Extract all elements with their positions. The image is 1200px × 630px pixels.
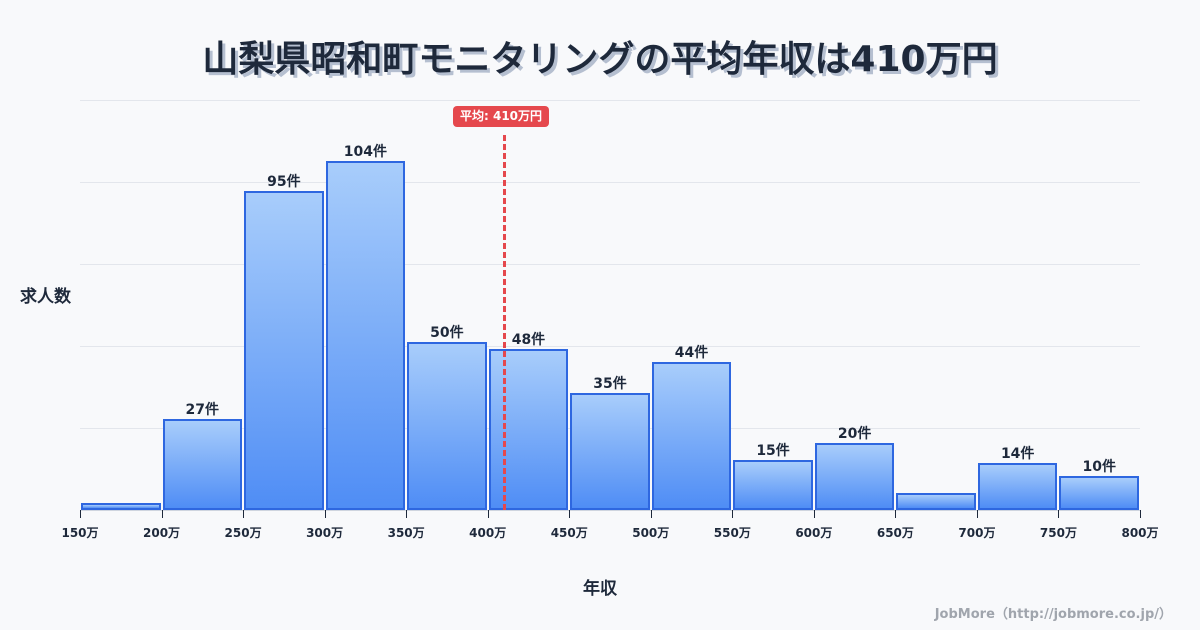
gridline xyxy=(80,182,1140,183)
x-tick-label: 550万 xyxy=(713,526,751,540)
histogram-bar xyxy=(1059,476,1139,510)
gridline xyxy=(80,346,1140,347)
histogram-bar xyxy=(81,503,161,510)
bar-value-label: 104件 xyxy=(343,143,387,160)
plot-area: 27件 95件 104件 50件 48件 35件 44件 15件 20件 14件 10件 xyxy=(80,100,1140,511)
x-tick xyxy=(732,510,734,518)
histogram-bar xyxy=(325,160,406,510)
x-tick-label: 300万 xyxy=(306,526,344,540)
histogram-bar xyxy=(733,459,813,510)
credit-text: JobMore（http://jobmore.co.jp/） xyxy=(934,607,1172,622)
x-tick xyxy=(813,510,815,518)
mean-line xyxy=(503,135,506,510)
histogram-bar xyxy=(488,348,569,510)
mean-badge: 平均: 410万円 xyxy=(453,106,550,127)
x-tick xyxy=(1140,510,1141,518)
bar-value-label: 27件 xyxy=(185,402,220,419)
y-axis-label: 求人数 xyxy=(20,287,71,307)
x-tick xyxy=(406,510,408,518)
x-tick-label: 250万 xyxy=(224,526,262,540)
gridline xyxy=(80,264,1140,265)
x-tick xyxy=(650,510,652,518)
bar-value-label: 10件 xyxy=(1082,459,1116,476)
histogram-bar xyxy=(651,362,732,510)
histogram-bar xyxy=(162,419,243,510)
x-tick-label: 400万 xyxy=(469,526,507,540)
x-tick-label: 700万 xyxy=(958,526,996,540)
x-tick xyxy=(569,510,571,518)
bar-value-label: 20件 xyxy=(837,425,872,442)
bar-value-label: 95件 xyxy=(267,174,301,191)
gridline xyxy=(80,100,1140,101)
x-tick xyxy=(161,510,163,518)
bar-value-label: 15件 xyxy=(756,442,790,459)
x-tick-label: 650万 xyxy=(876,526,914,540)
x-tick-label: 350万 xyxy=(387,526,425,540)
bar-value-label: 48件 xyxy=(511,331,546,348)
histogram-bar xyxy=(244,191,324,510)
chart-title: 山梨県昭和町モニタリングの平均年収は410万円 xyxy=(202,39,998,80)
histogram-bar xyxy=(407,342,487,510)
x-tick xyxy=(976,510,978,518)
x-tick xyxy=(487,510,489,518)
x-tick-label: 150万 xyxy=(61,526,99,540)
x-tick xyxy=(80,510,81,518)
x-tick xyxy=(243,510,245,518)
x-tick xyxy=(895,510,897,518)
x-tick-label: 800万 xyxy=(1121,526,1159,540)
histogram-bar xyxy=(896,493,976,510)
bar-value-label: 44件 xyxy=(674,345,709,362)
x-axis-label: 年収 xyxy=(583,579,617,599)
bar-value-label: 50件 xyxy=(430,325,464,342)
x-tick-label: 600万 xyxy=(795,526,833,540)
x-tick-label: 200万 xyxy=(143,526,181,540)
x-tick-label: 750万 xyxy=(1039,526,1077,540)
x-tick-label: 450万 xyxy=(550,526,588,540)
x-tick xyxy=(324,510,326,518)
x-tick-label: 500万 xyxy=(632,526,670,540)
histogram-bar xyxy=(814,442,895,510)
bar-value-label: 35件 xyxy=(593,375,627,392)
x-tick xyxy=(1058,510,1060,518)
histogram-bar xyxy=(570,392,650,510)
histogram-bar xyxy=(977,463,1058,510)
bar-value-label: 14件 xyxy=(1000,446,1035,463)
x-axis-line xyxy=(80,510,1140,511)
